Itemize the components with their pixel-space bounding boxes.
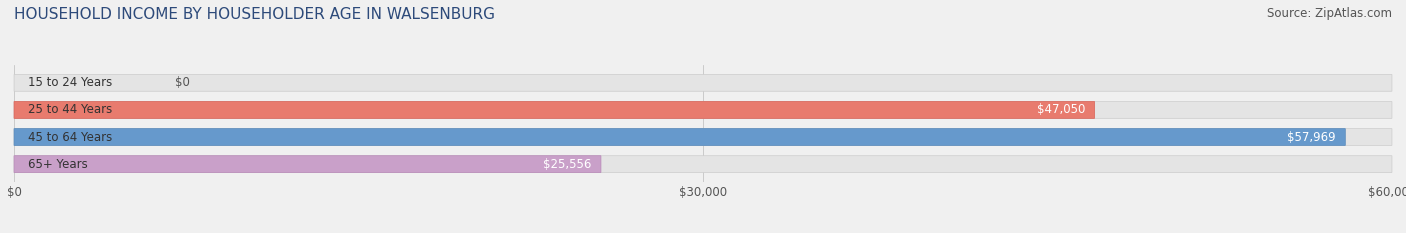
Text: 65+ Years: 65+ Years (28, 158, 87, 171)
Text: 25 to 44 Years: 25 to 44 Years (28, 103, 112, 116)
Text: $25,556: $25,556 (543, 158, 592, 171)
Text: Source: ZipAtlas.com: Source: ZipAtlas.com (1267, 7, 1392, 20)
FancyBboxPatch shape (14, 102, 1392, 118)
Text: $0: $0 (174, 76, 190, 89)
FancyBboxPatch shape (14, 156, 600, 172)
FancyBboxPatch shape (14, 102, 1094, 118)
Text: 45 to 64 Years: 45 to 64 Years (28, 130, 112, 144)
FancyBboxPatch shape (14, 129, 1392, 145)
Text: 15 to 24 Years: 15 to 24 Years (28, 76, 112, 89)
FancyBboxPatch shape (14, 75, 1392, 91)
Text: $57,969: $57,969 (1288, 130, 1336, 144)
Text: $47,050: $47,050 (1038, 103, 1085, 116)
FancyBboxPatch shape (14, 156, 1392, 172)
Text: HOUSEHOLD INCOME BY HOUSEHOLDER AGE IN WALSENBURG: HOUSEHOLD INCOME BY HOUSEHOLDER AGE IN W… (14, 7, 495, 22)
FancyBboxPatch shape (14, 129, 1346, 145)
